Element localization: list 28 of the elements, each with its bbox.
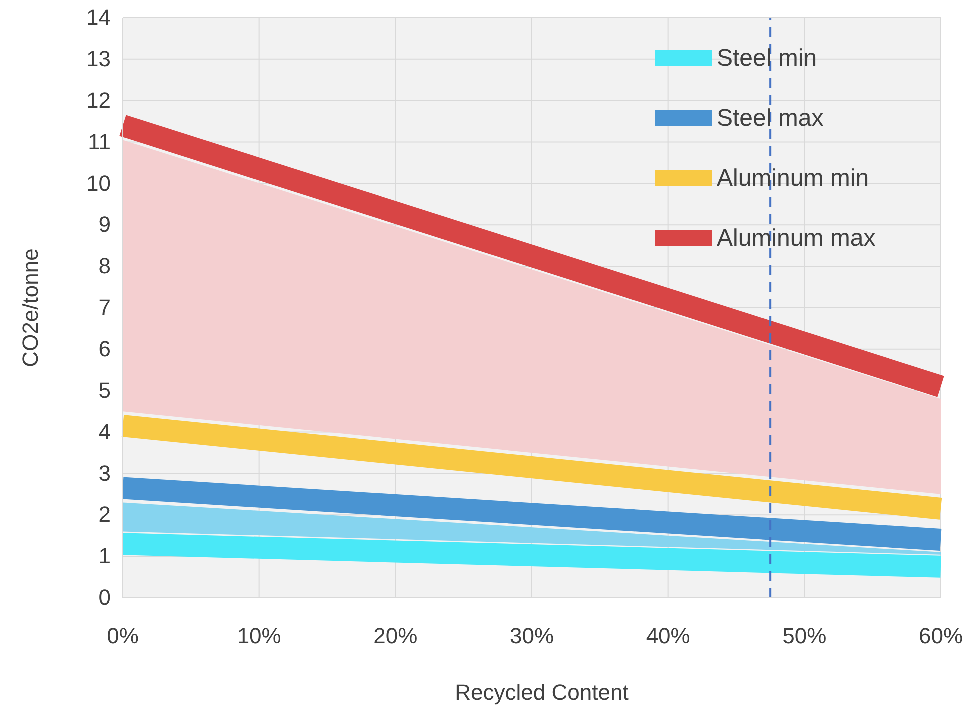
- y-tick-label: 6: [98, 336, 111, 362]
- y-tick-label: 7: [98, 295, 111, 320]
- legend-label: Aluminum max: [717, 225, 876, 252]
- y-tick-label: 12: [86, 88, 111, 113]
- y-axis-title: CO2e/tonne: [18, 248, 43, 368]
- x-tick-label: 20%: [374, 624, 418, 649]
- x-tick-label: 40%: [646, 624, 690, 649]
- y-tick-label: 14: [86, 5, 111, 30]
- x-tick-label: 0%: [107, 624, 139, 649]
- x-tick-label: 50%: [782, 624, 827, 649]
- legend-label: Aluminum min: [717, 165, 870, 192]
- y-tick-label: 11: [88, 129, 111, 154]
- y-tick-label: 3: [98, 460, 111, 486]
- y-tick-label: 9: [98, 212, 111, 238]
- x-tick-label: 30%: [510, 624, 554, 649]
- y-tick-label: 4: [98, 419, 111, 444]
- y-tick-label: 1: [98, 544, 111, 569]
- y-tick-label: 10: [86, 170, 111, 196]
- x-axis-title: Recycled Content: [455, 680, 629, 705]
- x-tick-label: 10%: [237, 624, 282, 649]
- y-tick-label: 5: [98, 378, 111, 403]
- y-tick-label: 8: [98, 254, 111, 279]
- legend-label: Steel max: [717, 105, 824, 132]
- x-tick-label: 60%: [918, 624, 964, 649]
- y-tick-label: 13: [86, 46, 111, 72]
- y-tick-label: 0: [98, 585, 111, 610]
- y-tick-label: 2: [98, 502, 111, 528]
- legend-label: Steel min: [717, 45, 818, 72]
